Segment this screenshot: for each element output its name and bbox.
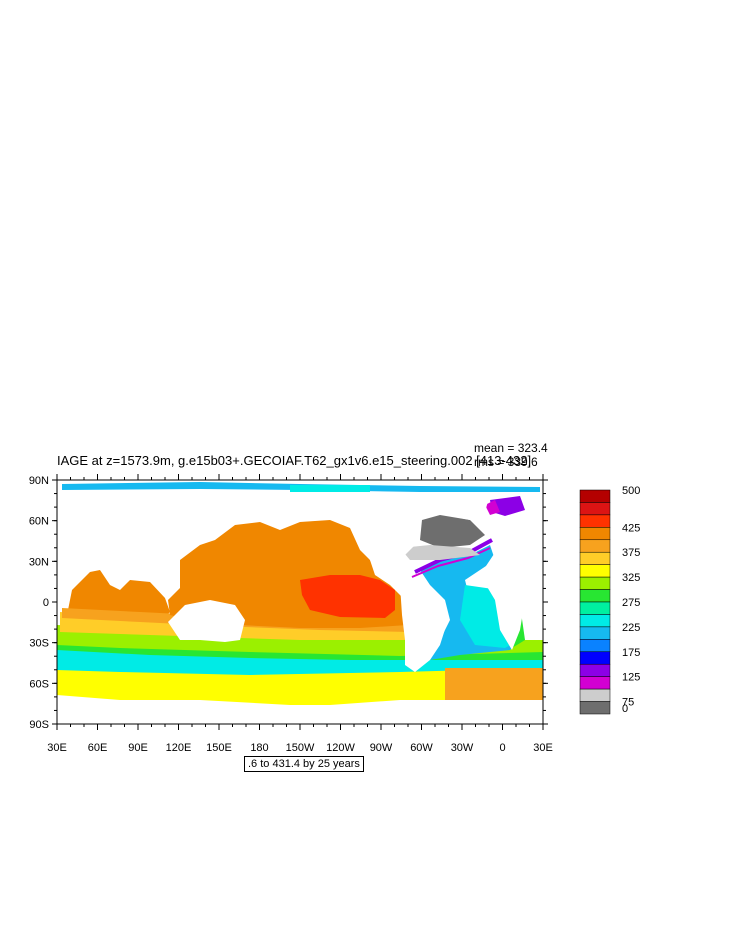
colorbar-label: 425 — [622, 522, 640, 534]
colorbar-swatch — [579, 639, 611, 653]
colorbar-swatch — [579, 651, 611, 665]
continent-africa — [480, 545, 543, 650]
colorbar-label: 0 — [622, 703, 628, 715]
lon-label: 90E — [128, 742, 148, 754]
colorbar-swatch — [579, 589, 611, 603]
colorbar-swatch — [579, 676, 611, 690]
lon-label: 0 — [499, 742, 505, 754]
lon-label: 120W — [326, 742, 355, 754]
lat-label: 90N — [29, 475, 49, 487]
colorbar-swatch — [579, 701, 611, 715]
atlantic-magenta-boundary — [411, 547, 491, 578]
nordic-magenta — [485, 500, 500, 515]
colorbar-swatch — [579, 626, 611, 640]
lon-label: 60E — [88, 742, 108, 754]
lat-label: 60N — [29, 516, 49, 528]
colorbar-label: 375 — [622, 547, 640, 559]
colorbar-swatch — [579, 551, 611, 565]
longitude-labels: 30E 60E 90E 120E 150E 180 150W 120W 90W 60W 30W 0 30… — [47, 742, 553, 754]
colorbar-label: 75 — [622, 697, 634, 709]
colorbar-swatch — [579, 688, 611, 702]
colorbar-label: 325 — [622, 572, 640, 584]
colorbar-label: 125 — [622, 672, 640, 684]
colorbar-swatch — [579, 564, 611, 578]
lat-label: 30N — [29, 556, 49, 568]
lon-label: 30E — [47, 742, 67, 754]
colorbar-swatch — [579, 502, 611, 516]
lat-label: 0 — [43, 597, 49, 609]
lat-label: 90S — [29, 719, 49, 731]
axis-ticks — [52, 474, 548, 730]
lon-label: 180 — [250, 742, 268, 754]
plot-title: IAGE at z=1573.9m, g.e15b03+.GECOIAF.T62… — [57, 453, 532, 468]
colorbar-swatch — [579, 539, 611, 553]
continent-greenland — [440, 494, 490, 520]
colorbar-swatch — [579, 601, 611, 615]
indian-ocean-orange — [68, 570, 170, 622]
rms-stat: rms = 339.6 — [474, 455, 538, 469]
arctic-teal — [290, 485, 370, 492]
lon-label: 150W — [286, 742, 315, 754]
continent-antarctica — [57, 702, 543, 724]
colorbar-swatch — [579, 663, 611, 677]
colorbar-swatch — [579, 614, 611, 628]
colorbar-label: 500 — [622, 485, 640, 497]
colorbar-label: 175 — [622, 647, 640, 659]
labrador-lightgray — [400, 545, 480, 560]
colorbar-label: 275 — [622, 597, 640, 609]
latitude-labels: 90N 60N 30N 0 30S 60S 90S — [29, 475, 49, 731]
lon-label: 150E — [206, 742, 232, 754]
continent-asia — [57, 493, 230, 585]
lat-label: 60S — [29, 678, 49, 690]
colorbar-swatch — [579, 489, 611, 503]
south-atlantic-yellow — [445, 668, 543, 700]
colorbar-swatch — [579, 514, 611, 528]
lat-label: 30S — [29, 638, 49, 650]
colorbar-label: 225 — [622, 622, 640, 634]
continent-north-america — [350, 494, 440, 575]
colorbar-swatch — [579, 576, 611, 590]
lon-label: 60W — [410, 742, 433, 754]
lon-label: 120E — [166, 742, 192, 754]
lon-label: 30E — [533, 742, 553, 754]
continent-australia — [168, 600, 245, 642]
east-pacific-red — [300, 575, 395, 618]
colorbar-swatch — [579, 527, 611, 541]
contour-info-label: .6 to 431.4 by 25 years — [244, 756, 364, 772]
southern-cyan-band — [57, 650, 543, 675]
colorbar — [579, 489, 611, 715]
lon-label: 90W — [370, 742, 393, 754]
labrador-gray — [420, 515, 485, 548]
mean-stat: mean = 323.4 — [474, 441, 548, 455]
lon-label: 30W — [451, 742, 474, 754]
continent-south-america — [400, 585, 448, 672]
colorbar-labels: 500 425 375 325 275 225 175 125 750 — [622, 485, 640, 715]
